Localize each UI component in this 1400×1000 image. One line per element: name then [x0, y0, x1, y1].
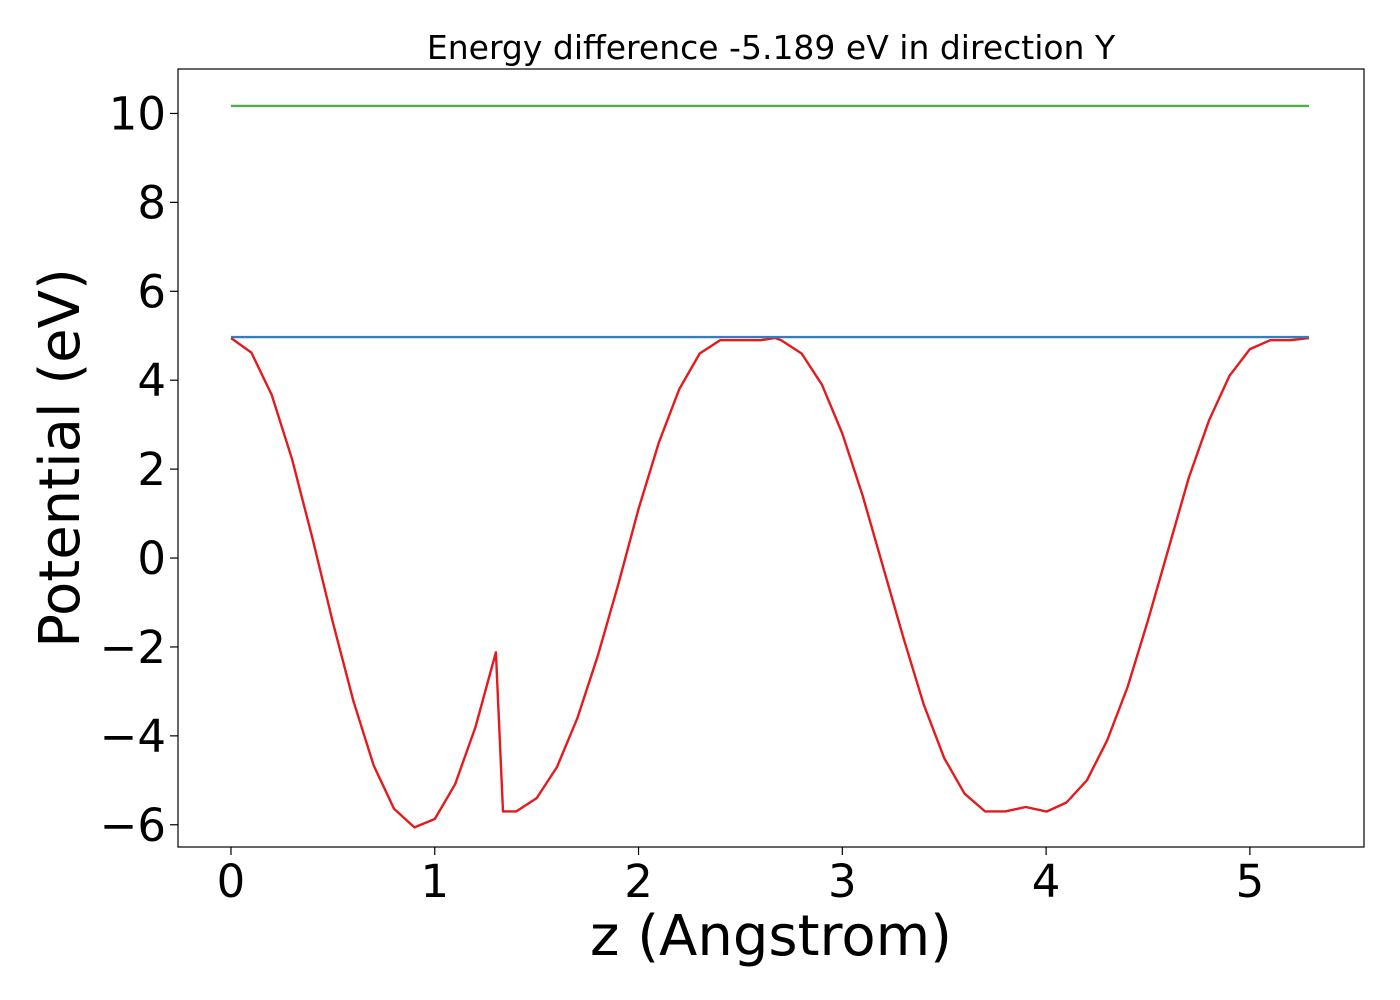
series-layer: [230, 104, 1310, 829]
y-tick-label: −4: [100, 710, 166, 763]
y-tick-label: −6: [100, 799, 166, 852]
y-tick-label: 6: [137, 265, 166, 318]
y-tick-label: −2: [100, 621, 166, 674]
plot-frame: [177, 68, 1365, 848]
y-tick-label: 0: [137, 532, 166, 585]
chart-title: Energy difference -5.189 eV in direction…: [427, 28, 1116, 67]
y-axis: −6 −4 −2 0 2 4 6 8 10: [100, 87, 178, 852]
y-tick-label: 8: [137, 176, 166, 229]
y-axis-label: Potential (eV): [28, 268, 93, 648]
x-tick-label: 4: [1032, 855, 1061, 908]
x-axis-label: z (Angstrom): [590, 904, 952, 969]
y-tick-label: 2: [137, 443, 166, 496]
x-axis: 0 1 2 3 4 5: [217, 847, 1265, 908]
y-tick-label: 4: [137, 354, 166, 407]
x-tick-label: 1: [420, 855, 449, 908]
x-tick-label: 5: [1236, 855, 1265, 908]
x-tick-label: 3: [828, 855, 857, 908]
y-tick-label: 10: [109, 87, 166, 140]
series-line-0: [230, 336, 1310, 829]
x-tick-label: 0: [217, 855, 246, 908]
x-tick-label: 2: [624, 855, 653, 908]
